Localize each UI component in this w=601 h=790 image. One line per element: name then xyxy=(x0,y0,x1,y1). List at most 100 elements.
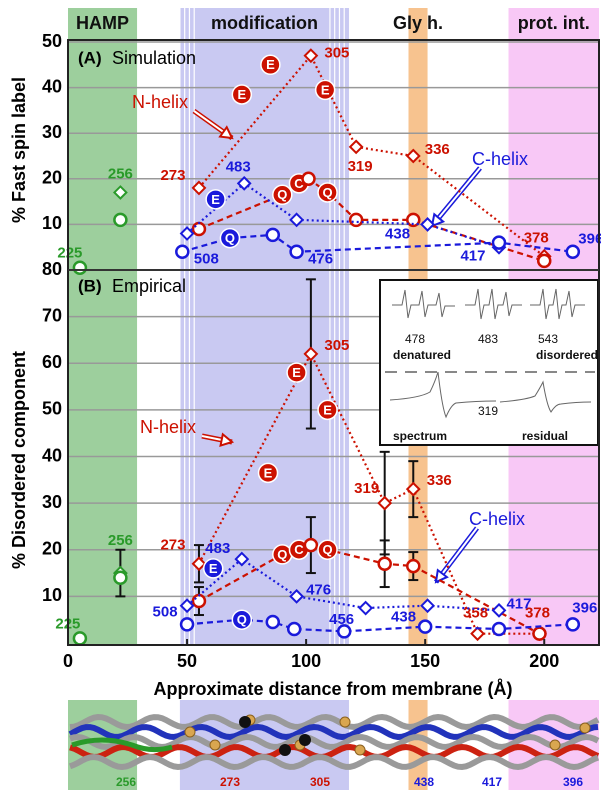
structure-label: 256 xyxy=(116,775,136,789)
marker xyxy=(348,139,364,155)
marker xyxy=(491,621,507,637)
point-label: 483 xyxy=(226,158,251,175)
spectrum-trace xyxy=(389,371,497,419)
y-tick-label: 50 xyxy=(42,31,62,51)
series-line xyxy=(197,351,540,635)
marker xyxy=(260,54,281,76)
x-tick-label: 150 xyxy=(410,651,440,671)
marker xyxy=(565,244,581,260)
marker xyxy=(405,481,421,497)
point-label: 396 xyxy=(578,231,601,248)
marker xyxy=(317,182,338,203)
annotation-arrowhead xyxy=(434,568,449,584)
panel-label: (A) xyxy=(78,48,102,67)
point-label: 438 xyxy=(385,225,410,242)
marker xyxy=(336,624,352,639)
y-tick-label: 30 xyxy=(42,492,62,512)
marker-letter: E xyxy=(211,192,220,207)
residue-sphere xyxy=(209,739,221,751)
x-tick-label: 200 xyxy=(529,651,559,671)
spectrum-trace xyxy=(392,289,455,319)
region-label: Gly h. xyxy=(393,13,443,33)
point-label: 476 xyxy=(308,251,333,268)
marker-letter: Q xyxy=(322,185,332,200)
point-label: 358 xyxy=(463,605,488,622)
marker xyxy=(289,212,305,228)
marker xyxy=(470,626,485,642)
marker-letter: Q xyxy=(225,231,235,246)
marker xyxy=(265,614,281,630)
point-label: 396 xyxy=(572,599,597,616)
residue-sphere xyxy=(339,716,351,728)
point-label: 508 xyxy=(153,603,178,620)
marker xyxy=(191,221,207,237)
marker xyxy=(289,588,305,604)
marker xyxy=(179,226,195,241)
structure-label: 438 xyxy=(414,775,434,789)
annotation: N-helix xyxy=(132,92,188,112)
residue-sphere xyxy=(579,722,591,734)
y-axis-title: % Fast spin label xyxy=(9,77,29,223)
marker xyxy=(286,621,302,637)
residue-sphere xyxy=(549,739,561,751)
region-label: modification xyxy=(211,13,318,33)
annotation-arrowhead xyxy=(219,432,235,448)
marker xyxy=(405,148,421,164)
marker xyxy=(265,227,281,243)
point-label: 319 xyxy=(354,480,379,497)
marker-letter: E xyxy=(321,82,330,97)
marker xyxy=(303,346,319,362)
marker xyxy=(406,212,421,228)
marker xyxy=(113,570,128,585)
inset-label: disordered xyxy=(536,348,598,362)
marker xyxy=(175,244,190,260)
marker xyxy=(303,48,319,64)
y-tick-label: 50 xyxy=(42,399,62,419)
plot: (A) Simulation N-helix C-helix 273 305 319 336 3… xyxy=(55,45,601,646)
marker xyxy=(234,551,250,567)
marker-letter: E xyxy=(264,465,273,480)
marker xyxy=(348,212,364,228)
marker-letter: Q xyxy=(322,542,332,557)
annotation-arrow xyxy=(431,167,481,227)
point-label: 417 xyxy=(460,248,485,265)
y-tick-label: 80 xyxy=(42,259,62,279)
x-axis-title: Approximate distance from membrane (Å) xyxy=(153,679,512,699)
y-tick-label: 60 xyxy=(42,352,62,372)
marker xyxy=(377,556,392,571)
marker xyxy=(257,462,279,484)
point-label: 305 xyxy=(324,337,349,354)
y-tick-label: 20 xyxy=(42,168,62,188)
marker-letter: E xyxy=(237,87,246,102)
y-tick-label: 40 xyxy=(42,445,62,465)
marker-letter: Q xyxy=(237,612,247,627)
marker-letter: C xyxy=(294,176,304,191)
marker-letter: Q xyxy=(277,547,287,562)
annotation: C-helix xyxy=(472,149,528,169)
marker-letter: E xyxy=(292,365,301,380)
marker xyxy=(358,600,374,616)
marker xyxy=(420,598,435,614)
helix xyxy=(69,713,600,731)
annotation-arrowhead xyxy=(430,212,446,228)
overlay: HAMP modification Gly h. prot. int. 10 20 30 40… xyxy=(42,13,590,671)
point-label: 438 xyxy=(391,609,416,626)
marker xyxy=(205,189,226,210)
point-label: 456 xyxy=(329,611,354,628)
residue-sphere xyxy=(299,734,311,746)
helix xyxy=(69,733,600,751)
y-tick-label: 70 xyxy=(42,305,62,325)
point-label: 508 xyxy=(194,251,219,268)
marker xyxy=(377,495,393,511)
marker xyxy=(191,180,207,196)
point-label: 336 xyxy=(427,472,452,489)
marker xyxy=(72,631,88,646)
inset-label: spectrum xyxy=(393,429,447,443)
marker xyxy=(236,175,252,191)
marker xyxy=(179,598,195,614)
y-axis-title: % Disordered component xyxy=(9,351,29,569)
marker xyxy=(420,216,435,232)
inset-label: 478 xyxy=(405,332,425,346)
point-label: 417 xyxy=(506,595,531,612)
x-tick-label: 100 xyxy=(291,651,321,671)
